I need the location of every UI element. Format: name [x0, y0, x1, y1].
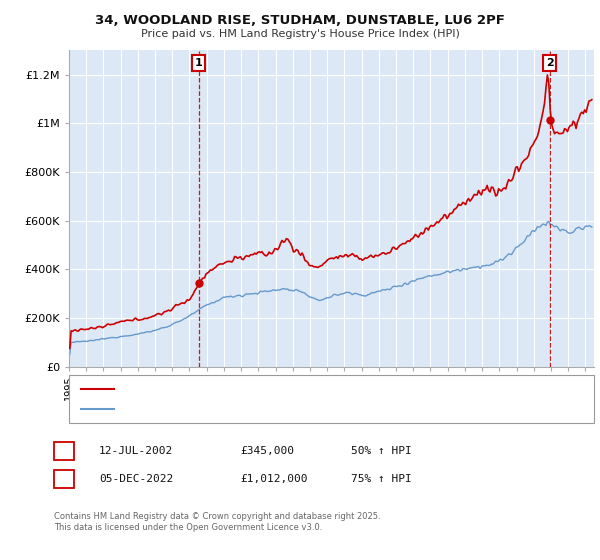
Text: 75% ↑ HPI: 75% ↑ HPI [351, 474, 412, 484]
Text: 34, WOODLAND RISE, STUDHAM, DUNSTABLE, LU6 2PF: 34, WOODLAND RISE, STUDHAM, DUNSTABLE, L… [95, 14, 505, 27]
Text: 34, WOODLAND RISE, STUDHAM, DUNSTABLE, LU6 2PF (detached house): 34, WOODLAND RISE, STUDHAM, DUNSTABLE, L… [120, 384, 478, 394]
Text: HPI: Average price, detached house, Central Bedfordshire: HPI: Average price, detached house, Cent… [120, 404, 401, 414]
Text: 2: 2 [546, 58, 553, 68]
Text: 50% ↑ HPI: 50% ↑ HPI [351, 446, 412, 456]
Text: Contains HM Land Registry data © Crown copyright and database right 2025.
This d: Contains HM Land Registry data © Crown c… [54, 512, 380, 532]
Text: 1: 1 [60, 444, 68, 458]
Text: 2: 2 [60, 472, 68, 486]
Text: £345,000: £345,000 [240, 446, 294, 456]
Text: 12-JUL-2002: 12-JUL-2002 [99, 446, 173, 456]
Text: Price paid vs. HM Land Registry's House Price Index (HPI): Price paid vs. HM Land Registry's House … [140, 29, 460, 39]
Text: 05-DEC-2022: 05-DEC-2022 [99, 474, 173, 484]
Text: £1,012,000: £1,012,000 [240, 474, 308, 484]
Text: 1: 1 [195, 58, 202, 68]
